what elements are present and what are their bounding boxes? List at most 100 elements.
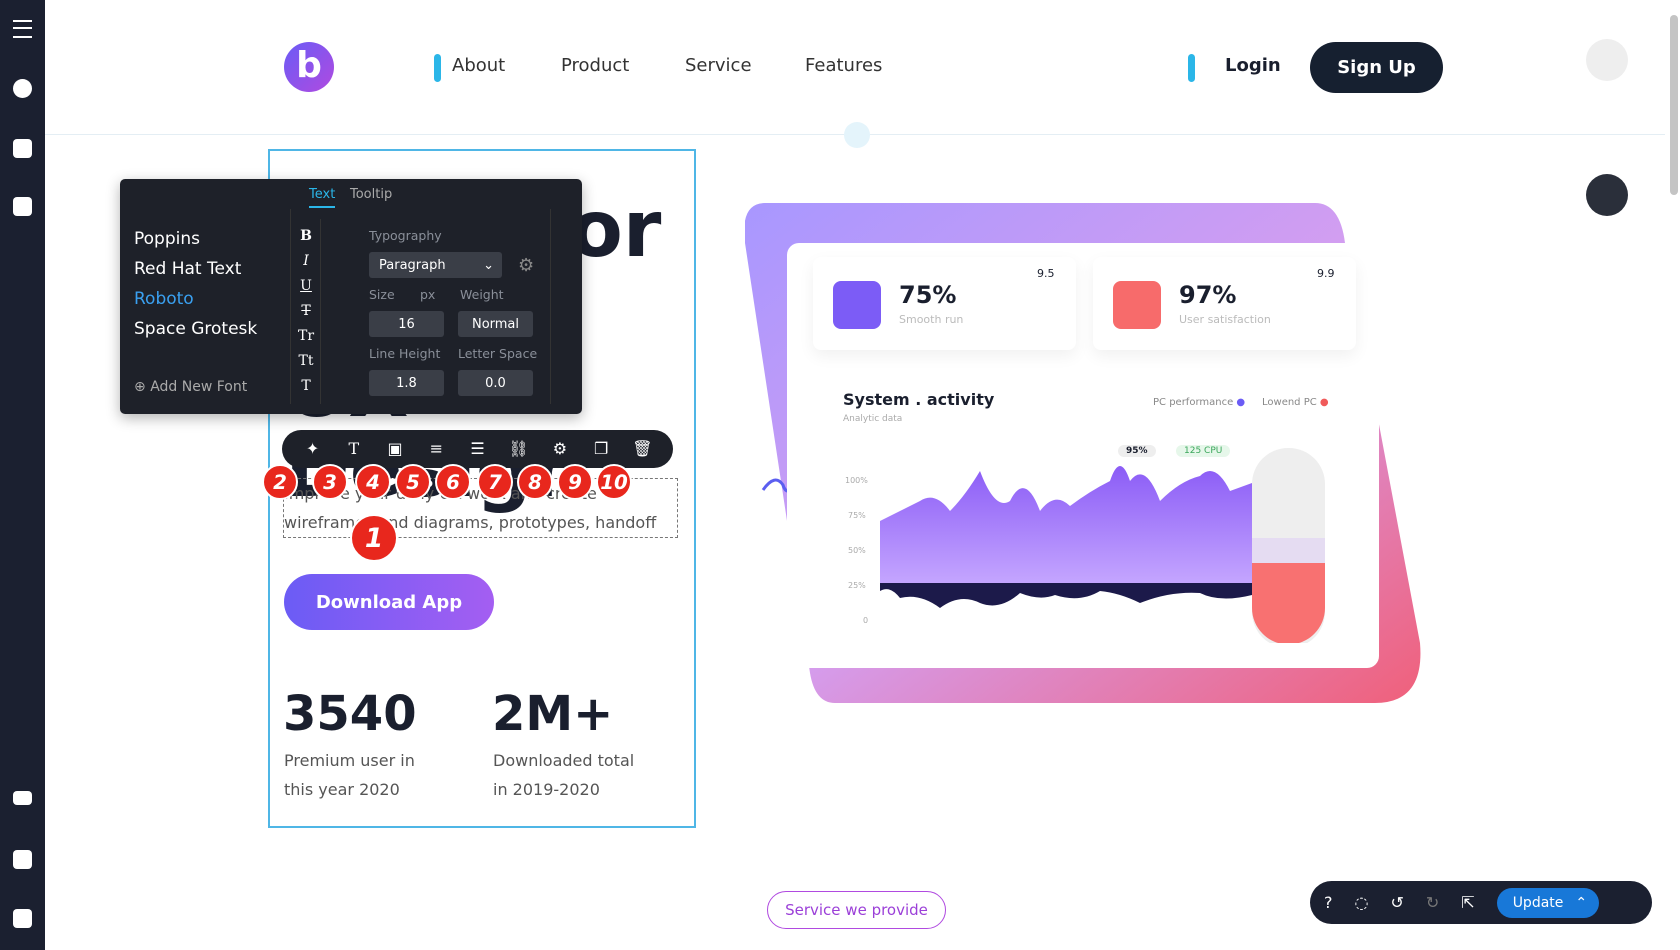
badge: 125 CPU: [1176, 445, 1231, 457]
style-value: Paragraph: [379, 257, 446, 273]
weight-select[interactable]: Normal: [458, 311, 533, 337]
size-input[interactable]: 16: [369, 311, 444, 337]
font-option[interactable]: Space Grotesk: [134, 319, 258, 339]
callout: 8: [517, 464, 553, 500]
toolbar-align-center[interactable]: ☰: [470, 439, 485, 458]
toolbar-settings[interactable]: ⚙: [552, 439, 568, 458]
logo[interactable]: b: [284, 42, 334, 92]
tab[interactable]: Tooltip: [350, 187, 393, 202]
line-height-input[interactable]: 1.8: [369, 370, 444, 396]
label: Typography: [369, 228, 442, 243]
axis-label: 0: [863, 616, 869, 625]
gear-icon[interactable]: ⚙: [518, 255, 535, 276]
font-option[interactable]: Red Hat Text: [134, 259, 242, 279]
update-button[interactable]: Update ⌃: [1496, 887, 1600, 918]
signup-button[interactable]: Sign Up: [1310, 42, 1443, 93]
nav-link[interactable]: About: [452, 55, 506, 76]
activity-subtitle: Analytic data: [843, 414, 903, 424]
label: Size: [369, 287, 395, 302]
toolbar-text[interactable]: T: [348, 439, 360, 458]
callout: 7: [477, 464, 513, 500]
callout: 9: [557, 464, 593, 500]
page-icon[interactable]: [13, 850, 32, 869]
toolbar-box[interactable]: ▣: [387, 439, 403, 458]
callout: 3: [312, 464, 348, 500]
font-option[interactable]: Roboto: [134, 289, 194, 309]
axis-label: 75%: [848, 511, 866, 520]
section-button[interactable]: Service we provide: [767, 891, 946, 929]
format-button[interactable]: I: [303, 253, 309, 269]
font-panel: Text Tooltip Poppins Red Hat Text Roboto…: [120, 179, 582, 414]
exit-icon[interactable]: [13, 909, 32, 928]
metric-label: Smooth run: [899, 313, 964, 326]
dashboard-illustration: 75% Smooth run 9.5 97% User satisfaction…: [745, 203, 1421, 705]
format-button[interactable]: Tr: [297, 328, 315, 344]
redo-button[interactable]: ↻: [1425, 893, 1440, 912]
format-button[interactable]: T: [301, 303, 311, 319]
add-section[interactable]: [844, 122, 870, 148]
label: Weight: [460, 287, 504, 302]
help-button[interactable]: ?: [1324, 893, 1333, 912]
metric-score: 9.9: [1317, 267, 1335, 280]
divider: [290, 209, 291, 404]
paint-icon[interactable]: [13, 197, 32, 216]
nav-link[interactable]: Service: [685, 55, 752, 76]
element-toolbar: ✦ T ▣ ≡ ☰ ⛓ ⚙ ❐ 🗑: [282, 430, 673, 468]
toolbar-copy[interactable]: ❐: [593, 439, 609, 458]
divider: [550, 209, 551, 404]
nav-link[interactable]: Product: [561, 55, 630, 76]
label: Line Height: [369, 346, 441, 361]
format-button[interactable]: U: [300, 278, 312, 294]
menu-icon[interactable]: [13, 20, 32, 38]
settings-toggle[interactable]: [1586, 39, 1628, 81]
activity-title: System . activity: [843, 390, 995, 409]
metric-value: 75%: [899, 281, 957, 309]
callout: 1: [350, 514, 398, 562]
callout: 10: [596, 464, 632, 500]
label: Letter Space: [458, 346, 538, 361]
axis-label: 25%: [848, 581, 866, 590]
callout: 2: [262, 464, 298, 500]
undo-button[interactable]: ↺: [1390, 893, 1404, 912]
hide-button[interactable]: ◌: [1354, 893, 1369, 912]
scrollbar[interactable]: [1670, 15, 1678, 195]
style-select[interactable]: Paragraph ⌄: [369, 252, 502, 278]
font-option[interactable]: Poppins: [134, 229, 200, 249]
download-button[interactable]: Download App: [284, 574, 494, 630]
toolbar-align-left[interactable]: ≡: [429, 439, 443, 458]
add-font[interactable]: ⊕ Add New Font: [134, 379, 248, 395]
format-button[interactable]: B: [300, 228, 312, 244]
add-icon[interactable]: [13, 79, 32, 98]
callout: 4: [355, 464, 391, 500]
tab[interactable]: Text: [309, 187, 336, 208]
metric-value: 97%: [1179, 281, 1237, 309]
toolbar-magic[interactable]: ✦: [305, 439, 320, 458]
axis-label: 100%: [845, 476, 868, 485]
callout: 6: [435, 464, 471, 500]
activity-graph: [880, 448, 1325, 643]
bottom-toolbar: ? ◌ ↺ ↻ ⇱ Update ⌃: [1310, 881, 1652, 924]
add-font-label: Add New Font: [150, 379, 248, 395]
toolbar-link[interactable]: ⛓: [508, 439, 529, 458]
desktop-icon[interactable]: [13, 791, 32, 805]
divider: [320, 219, 321, 404]
stat-value: 3540: [283, 686, 417, 742]
preview-button[interactable]: ⇱: [1461, 893, 1475, 912]
metric-card: 97% User satisfaction 9.9: [1093, 257, 1356, 350]
letter-space-input[interactable]: 0.0: [458, 370, 533, 396]
label[interactable]: px: [420, 287, 436, 302]
update-label: Update: [1512, 894, 1564, 911]
legend-item: PC performance ●: [1153, 397, 1246, 408]
login-link[interactable]: Login: [1225, 55, 1281, 76]
layers-icon[interactable]: [13, 139, 32, 158]
nav-link[interactable]: Features: [805, 55, 883, 76]
adjust-button[interactable]: [1586, 174, 1628, 216]
stat-label: Downloaded total in 2019-2020: [493, 751, 635, 799]
stat-label: Premium user in this year 2020: [284, 751, 415, 799]
nav-indicator: [1188, 54, 1195, 82]
format-button[interactable]: Tt: [298, 353, 314, 369]
format-button[interactable]: T: [301, 378, 311, 394]
toolbar-delete[interactable]: 🗑: [632, 439, 653, 458]
badge: 95%: [1118, 445, 1156, 457]
